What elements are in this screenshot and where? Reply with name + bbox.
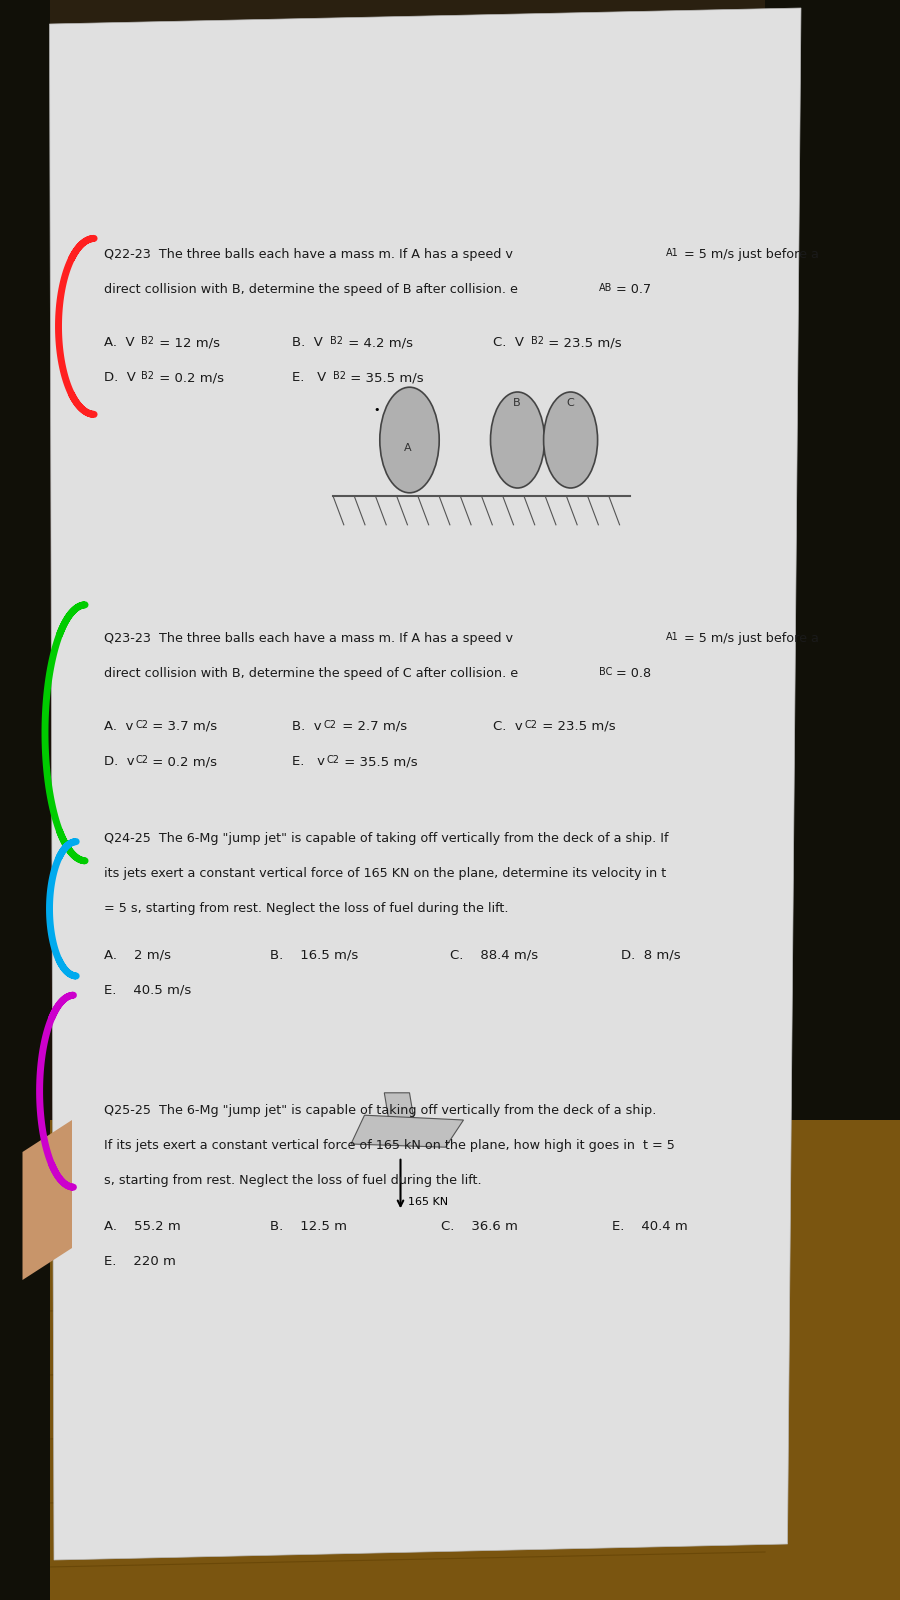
Text: A1: A1 [666, 248, 679, 258]
Text: C.    88.4 m/s: C. 88.4 m/s [450, 949, 538, 962]
Text: D.  V: D. V [104, 371, 135, 384]
Text: B2: B2 [141, 371, 154, 381]
Text: C.    36.6 m: C. 36.6 m [441, 1221, 518, 1234]
Text: = 0.2 m/s: = 0.2 m/s [155, 371, 224, 384]
Text: B2: B2 [531, 336, 544, 346]
Text: A.  V: A. V [104, 336, 134, 349]
Text: AB: AB [598, 283, 612, 293]
Text: Q23-23  The three balls each have a mass m. If A has a speed v: Q23-23 The three balls each have a mass … [104, 632, 512, 645]
Text: B2: B2 [333, 371, 346, 381]
Text: C2: C2 [135, 720, 148, 730]
Bar [0, 0, 900, 192]
Polygon shape [384, 1093, 417, 1136]
Text: C.  V: C. V [493, 336, 524, 349]
Text: 165 KN: 165 KN [408, 1197, 448, 1206]
Text: = 35.5 m/s: = 35.5 m/s [346, 371, 424, 384]
Text: Q24-25  The 6-Mg "jump jet" is capable of taking off vertically from the deck of: Q24-25 The 6-Mg "jump jet" is capable of… [104, 832, 668, 845]
Text: = 0.7: = 0.7 [612, 283, 651, 296]
Text: D.  v: D. v [104, 755, 134, 768]
Text: = 5 m/s just before a: = 5 m/s just before a [680, 632, 818, 645]
Text: direct collision with B, determine the speed of C after collision. e: direct collision with B, determine the s… [104, 667, 518, 680]
Text: = 35.5 m/s: = 35.5 m/s [340, 755, 418, 768]
Text: = 5 s, starting from rest. Neglect the loss of fuel during the lift.: = 5 s, starting from rest. Neglect the l… [104, 902, 508, 915]
Text: E.    40.4 m: E. 40.4 m [612, 1221, 688, 1234]
Text: BC: BC [598, 667, 612, 677]
Text: C2: C2 [327, 755, 339, 765]
Bar [765, 0, 900, 1600]
Polygon shape [351, 1115, 464, 1147]
Text: E.   v: E. v [292, 755, 326, 768]
Text: E.    40.5 m/s: E. 40.5 m/s [104, 984, 191, 997]
Text: A.    55.2 m: A. 55.2 m [104, 1221, 180, 1234]
Text: = 23.5 m/s: = 23.5 m/s [538, 720, 616, 733]
Text: B.    12.5 m: B. 12.5 m [270, 1221, 347, 1234]
Text: If its jets exert a constant vertical force of 165 kN on the plane, how high it : If its jets exert a constant vertical fo… [104, 1139, 674, 1152]
Text: E.   V: E. V [292, 371, 327, 384]
Text: C: C [566, 398, 574, 408]
Text: C2: C2 [324, 720, 337, 730]
Text: C.  v: C. v [493, 720, 523, 733]
Text: = 12 m/s: = 12 m/s [155, 336, 220, 349]
Text: A.    2 m/s: A. 2 m/s [104, 949, 170, 962]
Text: C2: C2 [135, 755, 148, 765]
Polygon shape [22, 1120, 72, 1280]
Text: B2: B2 [141, 336, 154, 346]
Text: B2: B2 [330, 336, 343, 346]
Bar [0, 192, 900, 640]
Text: B.  V: B. V [292, 336, 323, 349]
Bar [0, 1120, 900, 1600]
Text: = 5 m/s just before a: = 5 m/s just before a [680, 248, 818, 261]
Text: Q22-23  The three balls each have a mass m. If A has a speed v: Q22-23 The three balls each have a mass … [104, 248, 512, 261]
Text: A: A [404, 443, 411, 453]
Polygon shape [50, 8, 801, 1560]
Bar [0, 0, 50, 1600]
Text: C2: C2 [525, 720, 537, 730]
Text: = 3.7 m/s: = 3.7 m/s [148, 720, 218, 733]
Text: = 0.2 m/s: = 0.2 m/s [148, 755, 218, 768]
Text: B: B [513, 398, 520, 408]
Text: B.    16.5 m/s: B. 16.5 m/s [270, 949, 358, 962]
Circle shape [544, 392, 598, 488]
Text: B.  v: B. v [292, 720, 322, 733]
Circle shape [380, 387, 439, 493]
Text: A1: A1 [666, 632, 679, 642]
Text: = 23.5 m/s: = 23.5 m/s [544, 336, 622, 349]
Text: direct collision with B, determine the speed of B after collision. e: direct collision with B, determine the s… [104, 283, 518, 296]
Text: = 2.7 m/s: = 2.7 m/s [338, 720, 407, 733]
Text: s, starting from rest. Neglect the loss of fuel during the lift.: s, starting from rest. Neglect the loss … [104, 1174, 482, 1187]
Text: = 4.2 m/s: = 4.2 m/s [344, 336, 413, 349]
Text: its jets exert a constant vertical force of 165 KN on the plane, determine its v: its jets exert a constant vertical force… [104, 867, 666, 880]
Text: Q25-25  The 6-Mg "jump jet" is capable of taking off vertically from the deck of: Q25-25 The 6-Mg "jump jet" is capable of… [104, 1104, 656, 1117]
Text: • = 5m/s: • = 5m/s [374, 405, 425, 414]
Text: A.  v: A. v [104, 720, 133, 733]
Circle shape [491, 392, 544, 488]
Text: = 0.8: = 0.8 [612, 667, 651, 680]
Text: D.  8 m/s: D. 8 m/s [621, 949, 680, 962]
Text: E.    220 m: E. 220 m [104, 1256, 176, 1269]
